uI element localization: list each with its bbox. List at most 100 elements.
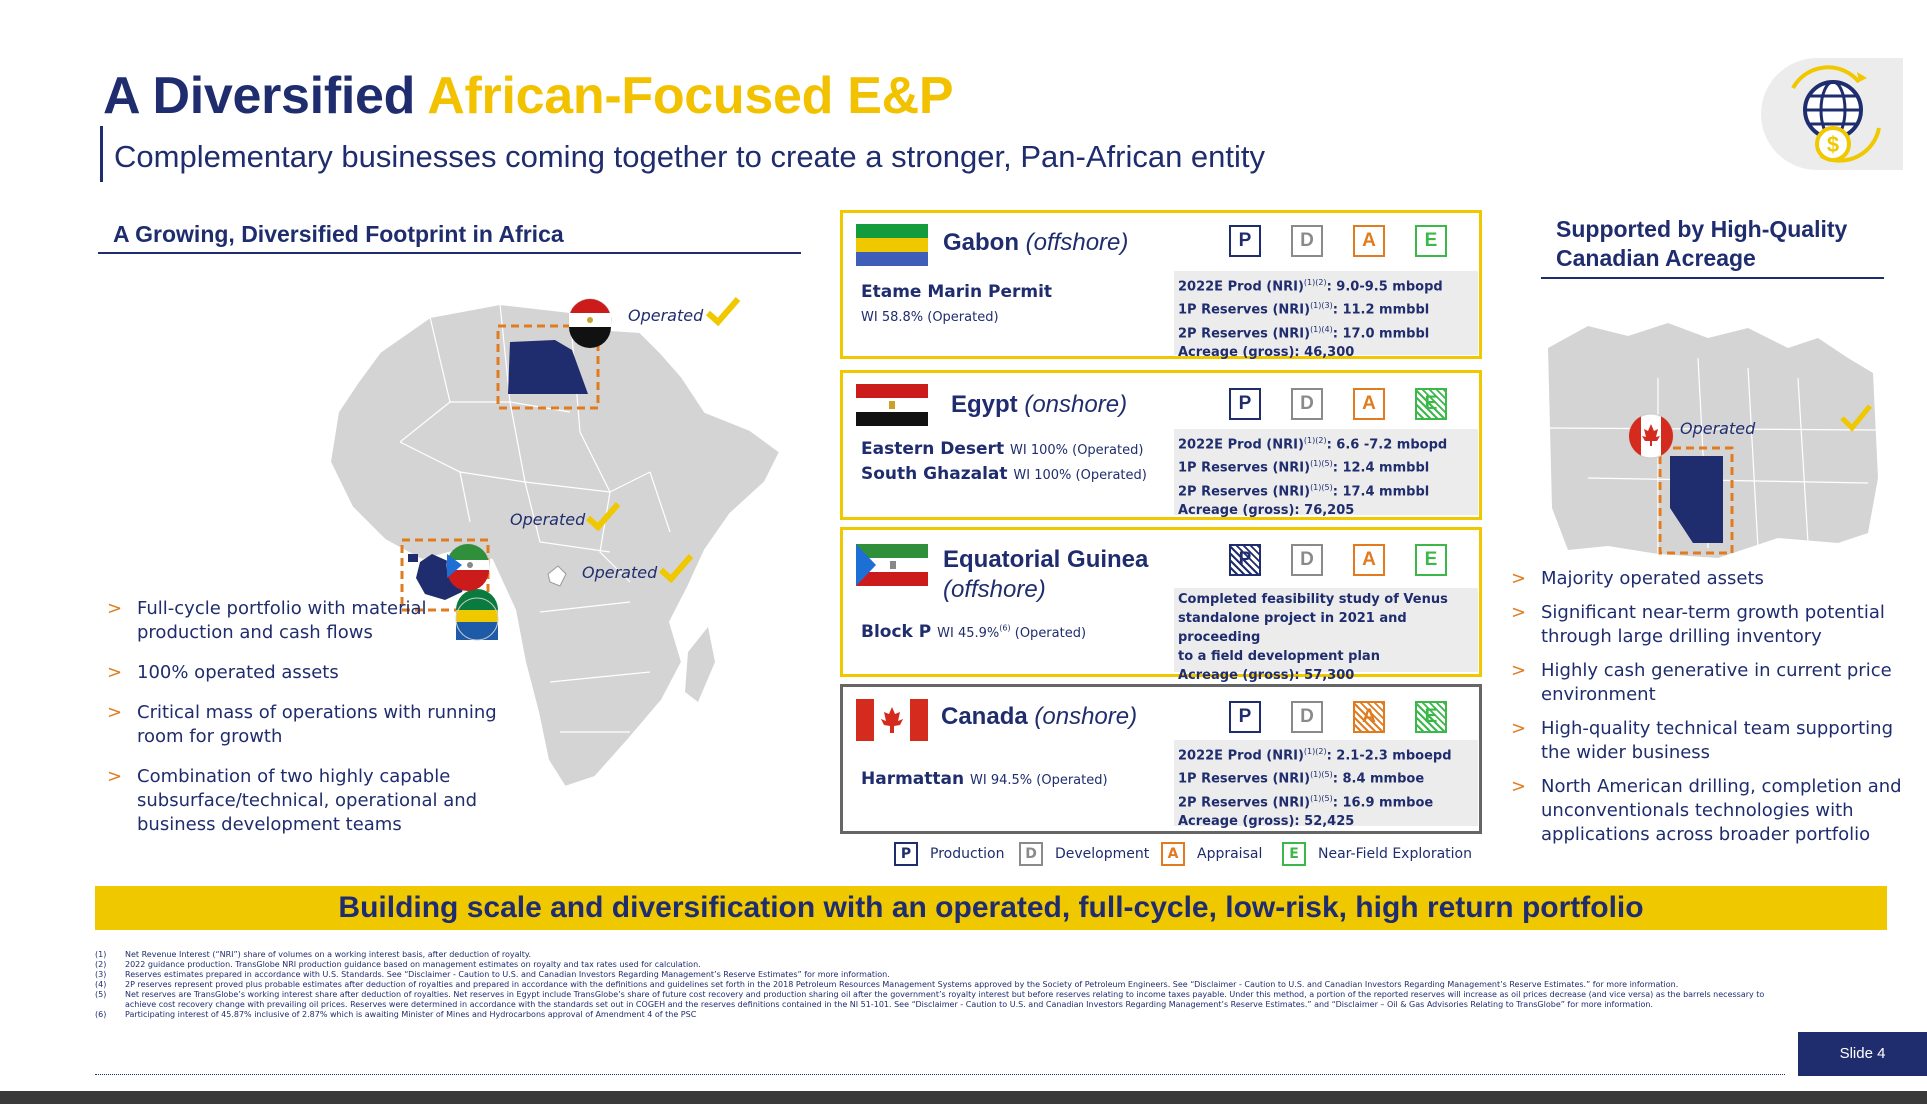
title-accent: African-Focused E&P <box>427 67 954 125</box>
badge-production: P <box>1229 544 1261 576</box>
badge-production: P <box>1229 388 1261 420</box>
globe-dollar-icon: $ <box>1791 65 1881 163</box>
footnote: (3) Reserves estimates prepared in accord… <box>95 970 890 979</box>
subtitle-bar <box>100 126 103 182</box>
canada-map <box>1548 323 1878 558</box>
asset-line: South Ghazalat WI 100% (Operated) <box>861 464 1147 484</box>
slide-number: Slide 4 <box>1798 1032 1927 1076</box>
stat-line: Acreage (gross): 52,425 <box>1178 813 1355 829</box>
badge-development: D <box>1291 701 1323 733</box>
stat-line: standalone project in 2021 and proceedin… <box>1178 611 1407 645</box>
stats-box: 2022E Prod (NRI)(1)(2): 2.1-2.3 mboepd 1… <box>1174 740 1478 829</box>
badge-exploration: E <box>1415 388 1447 420</box>
badge-development: D <box>1291 225 1323 257</box>
canada-flag-icon <box>856 699 928 741</box>
list-item: 100% operated assets <box>107 661 507 685</box>
asset-wi: WI 58.8% (Operated) <box>861 310 999 325</box>
badge-production: P <box>894 842 918 866</box>
egypt-flag-icon <box>856 384 928 426</box>
equatorial-guinea-flag-icon <box>856 544 928 586</box>
footprint-heading: A Growing, Diversified Footprint in Afri… <box>113 221 564 247</box>
badge-development: D <box>1291 388 1323 420</box>
stats-box: Completed feasibility study of Venus sta… <box>1174 588 1478 683</box>
badge-development: D <box>1019 842 1043 866</box>
badge-appraisal: A <box>1161 842 1185 866</box>
country-name: Canada (onshore) <box>941 703 1138 730</box>
check-icon <box>658 554 694 584</box>
stat-line: 2P Reserves (NRI)(1)(5): 16.9 mmboe <box>1178 793 1434 810</box>
list-item: Majority operated assets <box>1511 567 1911 591</box>
stat-line: Completed feasibility study of Venus <box>1178 592 1448 607</box>
badge-appraisal: A <box>1353 388 1385 420</box>
operated-label-canada: Operated <box>1680 419 1756 438</box>
list-item: Highly cash generative in current price … <box>1511 659 1911 707</box>
footnote: (5) Net reserves are TransGlobe’s working… <box>95 990 1765 1009</box>
country-name: Equatorial Guinea <box>943 546 1149 573</box>
left-bullets: Full-cycle portfolio with material produ… <box>107 597 507 837</box>
operated-label-gabon: Operated <box>582 563 658 582</box>
asset-line: Eastern Desert WI 100% (Operated) <box>861 439 1144 459</box>
badge-exploration: E <box>1282 842 1306 866</box>
card-gabon: Gabon (offshore) P D A E Etame Marin Per… <box>840 210 1482 360</box>
stat-line: 2022E Prod (NRI)(1)(2): 9.0-9.5 mbopd <box>1178 278 1443 295</box>
stat-line: 1P Reserves (NRI)(1)(3): 11.2 mmbbl <box>1178 301 1430 318</box>
badge-appraisal: A <box>1353 225 1385 257</box>
stat-line: 2P Reserves (NRI)(1)(4): 17.0 mmbbl <box>1178 324 1430 341</box>
badge-production: P <box>1229 225 1261 257</box>
list-item: Significant near-term growth potential t… <box>1511 601 1911 649</box>
stat-line: 1P Reserves (NRI)(1)(5): 12.4 mmbbl <box>1178 459 1430 476</box>
list-item: High-quality technical team supporting t… <box>1511 717 1911 765</box>
country-location: (offshore) <box>943 576 1046 603</box>
card-equatorial-guinea: Equatorial Guinea (offshore) P D A E Blo… <box>840 527 1482 683</box>
stat-line: 2P Reserves (NRI)(1)(5): 17.4 mmbbl <box>1178 482 1430 499</box>
stat-line: Acreage (gross): 57,300 <box>1178 668 1355 683</box>
africa-map <box>328 298 782 789</box>
badge-development: D <box>1291 544 1323 576</box>
check-icon <box>585 502 621 532</box>
footnotes: (1) Net Revenue Interest (“NRI”) share of… <box>95 950 1785 1020</box>
badge-production: P <box>1229 701 1261 733</box>
country-name: Egypt (onshore) <box>951 391 1128 418</box>
badge-appraisal: A <box>1353 544 1385 576</box>
footnote: (2) 2022 guidance production. TransGlobe … <box>95 960 701 969</box>
canada-heading-rule <box>1541 277 1884 279</box>
stats-box: 2022E Prod (NRI)(1)(2): 9.0-9.5 mbopd 1P… <box>1174 271 1478 360</box>
list-item: Combination of two highly capable subsur… <box>107 765 507 837</box>
window-bottom-strip <box>0 1091 1927 1104</box>
globe-dollar-icon-background: $ <box>1761 58 1903 170</box>
list-item: Critical mass of operations with running… <box>107 701 507 749</box>
badge-exploration: E <box>1415 544 1447 576</box>
list-item: Full-cycle portfolio with material produ… <box>107 597 507 645</box>
svg-text:$: $ <box>1827 132 1839 157</box>
right-bullets: Majority operated assets Significant nea… <box>1511 567 1911 847</box>
card-canada: Canada (onshore) P D A E Harmattan WI 94… <box>840 684 1482 834</box>
stat-line: Acreage (gross): 46,300 <box>1178 344 1355 360</box>
stat-line: 2022E Prod (NRI)(1)(2): 6.6 -7.2 mbopd <box>1178 436 1448 453</box>
list-item: North American drilling, completion and … <box>1511 775 1911 847</box>
operated-label-egypt: Operated <box>628 306 704 325</box>
page-subtitle: Complementary businesses coming together… <box>114 139 1266 174</box>
footnote: (6) Participating interest of 45.87% incl… <box>95 1010 697 1019</box>
stat-line: 1P Reserves (NRI)(1)(5): 8.4 mmboe <box>1178 770 1425 787</box>
footnote: (1) Net Revenue Interest (“NRI”) share of… <box>95 950 531 959</box>
country-name: Gabon (offshore) <box>943 229 1129 256</box>
asset-line: Harmattan WI 94.5% (Operated) <box>861 769 1108 789</box>
card-egypt: Egypt (onshore) P D A E Eastern Desert W… <box>840 370 1482 520</box>
stat-line: Acreage (gross): 76,205 <box>1178 502 1355 518</box>
operated-label-eqg: Operated <box>510 510 586 529</box>
badge-appraisal: A <box>1353 701 1385 733</box>
gabon-flag-icon <box>856 224 928 266</box>
asset-line: Block P WI 45.9%(6) (Operated) <box>861 622 1087 642</box>
title-main: A Diversified <box>103 67 428 125</box>
canada-heading: Supported by High-Quality Canadian Acreag… <box>1556 216 1848 271</box>
asset-name: Etame Marin Permit <box>861 282 1053 302</box>
footnote-rule <box>95 1074 1785 1075</box>
footnote: (4) 2P reserves represent proved plus pro… <box>95 980 1679 989</box>
check-icon <box>705 297 741 327</box>
badge-exploration: E <box>1415 225 1447 257</box>
badge-exploration: E <box>1415 701 1447 733</box>
page-title: A Diversified African-Focused E&P <box>103 66 954 126</box>
stat-line: 2022E Prod (NRI)(1)(2): 2.1-2.3 mboepd <box>1178 747 1452 764</box>
footprint-heading-rule <box>98 252 801 254</box>
